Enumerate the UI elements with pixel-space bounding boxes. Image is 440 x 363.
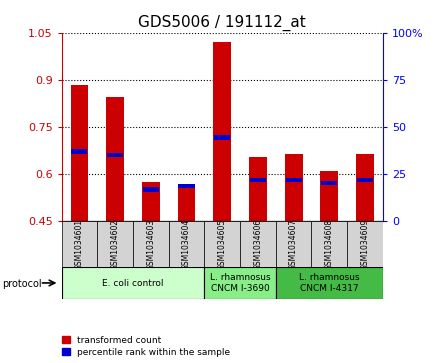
- Bar: [213, 42, 231, 221]
- Bar: [347, 221, 383, 267]
- Text: GSM1034603: GSM1034603: [147, 219, 155, 270]
- Bar: [204, 221, 240, 267]
- Bar: [312, 221, 347, 267]
- Bar: [179, 184, 194, 188]
- Text: GSM1034606: GSM1034606: [253, 219, 262, 270]
- Bar: [250, 178, 266, 182]
- Bar: [321, 181, 337, 185]
- Text: GSM1034601: GSM1034601: [75, 219, 84, 270]
- Text: L. rhamnosus
CNCM I-4317: L. rhamnosus CNCM I-4317: [299, 273, 359, 293]
- Title: GDS5006 / 191112_at: GDS5006 / 191112_at: [138, 15, 306, 31]
- Bar: [276, 267, 383, 299]
- Bar: [240, 221, 276, 267]
- Bar: [178, 185, 195, 221]
- Bar: [204, 267, 276, 299]
- Bar: [142, 182, 160, 221]
- Bar: [356, 154, 374, 221]
- Bar: [320, 171, 338, 221]
- Bar: [70, 85, 88, 221]
- Bar: [286, 178, 301, 182]
- Bar: [169, 221, 204, 267]
- Bar: [71, 150, 88, 154]
- Bar: [106, 97, 124, 221]
- Legend: transformed count, percentile rank within the sample: transformed count, percentile rank withi…: [62, 336, 230, 357]
- Text: GSM1034607: GSM1034607: [289, 219, 298, 270]
- Text: GSM1034605: GSM1034605: [218, 219, 227, 270]
- Text: protocol: protocol: [2, 279, 42, 289]
- Bar: [62, 221, 97, 267]
- Bar: [276, 221, 312, 267]
- Bar: [285, 154, 303, 221]
- Text: GSM1034604: GSM1034604: [182, 219, 191, 270]
- Bar: [214, 135, 230, 140]
- Text: L. rhamnosus
CNCM I-3690: L. rhamnosus CNCM I-3690: [210, 273, 270, 293]
- Text: GSM1034602: GSM1034602: [110, 219, 120, 270]
- Text: GSM1034609: GSM1034609: [360, 219, 370, 270]
- Bar: [249, 157, 267, 221]
- Bar: [357, 178, 373, 182]
- Bar: [97, 221, 133, 267]
- Bar: [143, 187, 159, 192]
- Text: E. coli control: E. coli control: [102, 279, 164, 287]
- Text: GSM1034608: GSM1034608: [325, 219, 334, 270]
- Bar: [62, 267, 204, 299]
- Bar: [107, 152, 123, 157]
- Bar: [133, 221, 169, 267]
